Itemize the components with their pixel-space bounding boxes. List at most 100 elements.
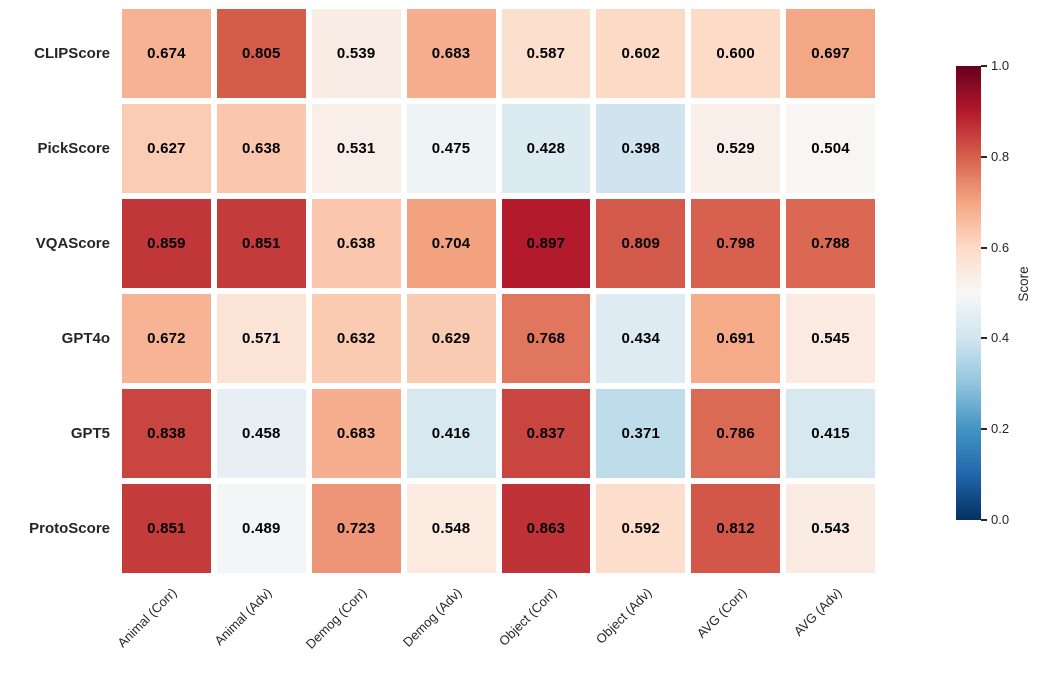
cell-value: 0.859 [147,235,186,252]
cell-value: 0.851 [242,235,281,252]
colorbar-tick-label: 0.4 [991,330,1010,346]
col-label: Animal (Adv) [211,585,275,649]
cell-value: 0.428 [526,140,566,157]
colorbar-tick [981,246,987,249]
row-label: CLIPScore [34,45,110,62]
heatmap-cell: 0.809 [596,199,686,288]
row-label: VQAScore [35,235,110,252]
heatmap-cell: 0.629 [406,294,496,383]
heatmap-cell: 0.683 [311,389,401,478]
cell-value: 0.627 [147,140,186,157]
cell-value: 0.571 [242,330,281,347]
colorbar-tick [981,337,987,340]
cell-value: 0.600 [716,45,755,62]
heatmap-cell: 0.504 [786,104,875,193]
cell-value: 0.458 [242,425,281,442]
heatmap-cell: 0.838 [122,389,211,478]
cell-value: 0.788 [811,235,850,252]
colorbar-tick-label: 1.0 [991,58,1010,73]
colorbar-tick-label: 0.2 [991,421,1010,437]
heatmap-cell: 0.897 [501,199,591,288]
cell-value: 0.548 [431,520,471,537]
heatmap-cell: 0.428 [501,104,591,193]
heatmap-cell: 0.683 [406,9,496,98]
cell-value: 0.545 [811,330,850,347]
cell-value: 0.798 [716,235,755,252]
heatmap-cell: 0.859 [122,199,211,288]
heatmap-cell: 0.415 [786,389,875,478]
cell-value: 0.786 [716,425,755,442]
cell-value: 0.371 [621,425,661,442]
colorbar-tick-label: 0.6 [991,239,1010,255]
cell-value: 0.723 [336,520,376,537]
colorbar-tick [981,428,987,431]
cell-value: 0.805 [242,45,281,62]
row-label: GPT5 [70,425,110,442]
heatmap-cell: 0.543 [786,484,875,573]
heatmap-cell: 0.788 [786,199,875,288]
cell-value: 0.683 [431,45,471,62]
cell-value: 0.504 [811,140,850,157]
heatmap-cell: 0.632 [311,294,401,383]
cell-value: 0.851 [147,520,186,537]
cell-value: 0.691 [716,330,755,347]
cell-value: 0.415 [811,425,850,442]
heatmap-cell: 0.545 [786,294,875,383]
col-label: Animal (Corr) [114,585,181,651]
cell-value: 0.683 [336,425,376,442]
heatmap-cell: 0.531 [311,104,401,193]
cell-value: 0.704 [431,235,471,252]
heatmap-cell: 0.600 [691,9,781,98]
heatmap-cell: 0.458 [216,389,306,478]
cell-value: 0.812 [716,520,755,537]
heatmap-cell: 0.863 [501,484,591,573]
heatmap-cell: 0.672 [122,294,211,383]
heatmap-cell: 0.371 [596,389,686,478]
cell-value: 0.539 [336,45,376,62]
heatmap-cell: 0.837 [501,389,591,478]
colorbar-tick [981,155,987,158]
heatmap-cell: 0.638 [216,104,306,193]
cell-value: 0.531 [336,140,376,157]
cell-value: 0.768 [526,330,566,347]
heatmap-cell: 0.812 [691,484,781,573]
heatmap-cell: 0.571 [216,294,306,383]
cell-value: 0.475 [431,140,471,157]
heatmap-cell: 0.539 [311,9,401,98]
cell-value: 0.674 [147,45,186,62]
cell-value: 0.398 [621,140,661,157]
heatmap-cell: 0.398 [596,104,686,193]
heatmap-cell: 0.475 [406,104,496,193]
heatmap-cell: 0.805 [216,9,306,98]
cell-value: 0.434 [621,330,661,347]
colorbar-tick-label: 0.0 [991,512,1010,527]
heatmap: 0.674 0.805 0.539 0.683 0.587 0.602 0.600 0.697… [122,9,875,573]
heatmap-cell: 0.691 [691,294,781,383]
heatmap-cell: 0.627 [122,104,211,193]
cell-value: 0.629 [431,330,471,347]
heatmap-cell: 0.786 [691,389,781,478]
cell-value: 0.489 [242,520,281,537]
col-label: Demog (Corr) [302,585,370,652]
cell-value: 0.416 [431,425,471,442]
heatmap-cell: 0.704 [406,199,496,288]
heatmap-cell: 0.529 [691,104,781,193]
heatmap-cell: 0.798 [691,199,781,288]
colorbar-gradient [956,66,981,520]
cell-value: 0.602 [621,45,661,62]
cell-value: 0.672 [147,330,186,347]
heatmap-cell: 0.434 [596,294,686,383]
cell-value: 0.638 [242,140,281,157]
colorbar-tick [981,65,987,67]
row-label: PickScore [37,140,110,157]
heatmap-cell: 0.851 [122,484,211,573]
cell-value: 0.863 [526,520,566,537]
cell-value: 0.587 [526,45,566,62]
row-label: GPT4o [61,330,110,347]
heatmap-cell: 0.638 [311,199,401,288]
heatmap-cell: 0.602 [596,9,686,98]
cell-value: 0.697 [811,45,850,62]
row-label: ProtoScore [29,520,110,537]
heatmap-cell: 0.697 [786,9,875,98]
